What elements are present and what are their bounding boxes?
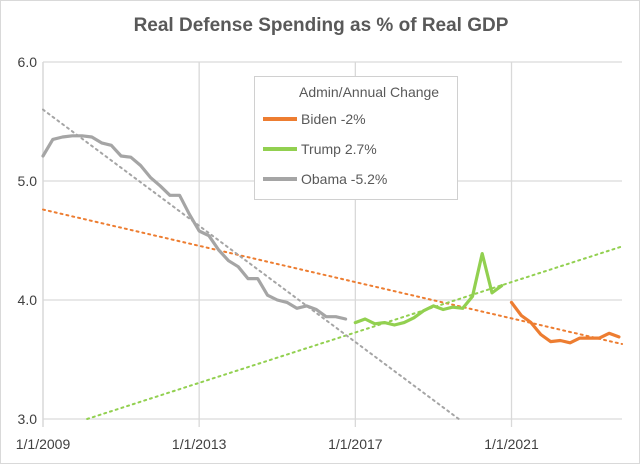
x-tick-label: 1/1/2017 (328, 436, 383, 452)
legend-label: Trump 2.7% (301, 141, 377, 157)
series-line (509, 300, 621, 345)
series-line (353, 252, 504, 327)
legend: Admin/Annual Change Biden -2% Trump 2.7%… (254, 76, 458, 200)
x-tick-label: 1/1/2013 (172, 436, 227, 452)
legend-swatch (263, 117, 297, 121)
y-tick-label: 4.0 (18, 292, 38, 308)
legend-item-obama: Obama -5.2% (263, 169, 387, 189)
trendline (86, 245, 623, 420)
trendline (42, 108, 460, 420)
x-tick-label: 1/1/2021 (484, 436, 539, 452)
legend-label: Obama -5.2% (301, 171, 388, 187)
legend-label: Biden -2% (301, 111, 366, 127)
legend-swatch (263, 177, 297, 181)
legend-title: Admin/Annual Change (299, 84, 440, 100)
chart-title: Real Defense Spending as % of Real GDP (133, 15, 509, 36)
legend-item-trump: Trump 2.7% (263, 139, 377, 159)
y-tick-label: 5.0 (18, 173, 38, 189)
y-tick-label: 3.0 (18, 411, 38, 427)
legend-swatch (263, 147, 297, 151)
y-tick-label: 6.0 (18, 54, 38, 70)
series-line (41, 134, 348, 321)
x-tick-label: 1/1/2009 (16, 436, 71, 452)
legend-item-biden: Biden -2% (263, 109, 366, 129)
